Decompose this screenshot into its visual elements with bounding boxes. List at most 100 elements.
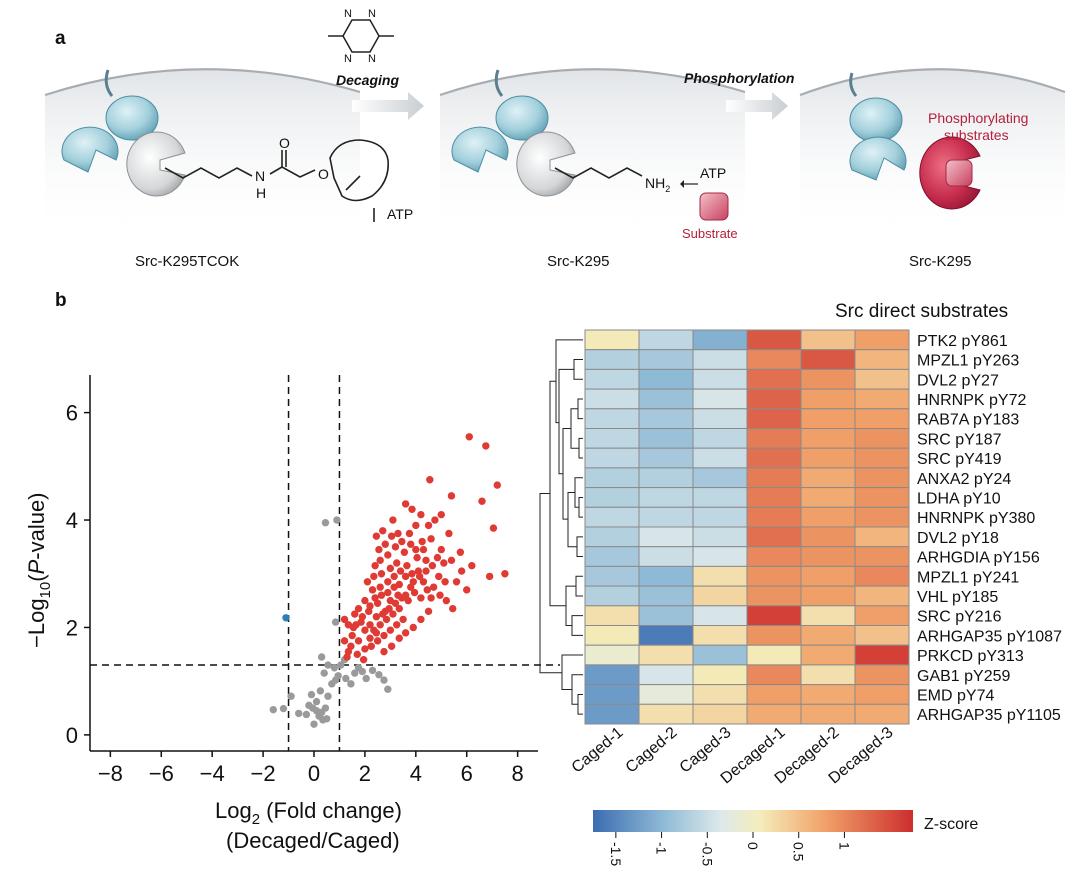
chem-h: H xyxy=(256,185,266,201)
point-not-significant xyxy=(330,664,339,672)
heatmap-col-label: Caged-1 xyxy=(569,724,627,777)
point-not-significant xyxy=(287,692,295,700)
caption-mid: Src-K295 xyxy=(547,253,610,270)
heatmap-cell xyxy=(800,605,856,626)
point-not-significant xyxy=(334,672,342,680)
point-up xyxy=(436,591,444,599)
heatmap-cell xyxy=(746,565,802,587)
heatmap-cell xyxy=(692,644,748,666)
point-up xyxy=(371,561,379,570)
heatmap-row-label: ANXA2 pY24 xyxy=(917,471,1011,488)
tetrazine-n3: N xyxy=(344,53,352,65)
heatmap-cell xyxy=(746,329,802,351)
heatmap-cell xyxy=(692,467,748,489)
heatmap-cell xyxy=(746,447,802,469)
heatmap-cell xyxy=(746,625,802,646)
point-up xyxy=(400,548,409,556)
heatmap-row-label: HNRNPK pY72 xyxy=(917,392,1026,409)
heatmap-cell xyxy=(854,625,910,646)
point-up xyxy=(417,510,425,519)
heatmap-cell xyxy=(638,349,694,370)
point-up xyxy=(401,500,410,508)
heatmap-cell xyxy=(800,684,856,705)
heatmap-cell xyxy=(746,546,802,567)
heatmap-cell xyxy=(746,408,802,429)
x-tick-label: −4 xyxy=(200,761,225,786)
atp-block-label: ATP xyxy=(387,206,413,222)
point-up xyxy=(376,621,384,629)
cell-decaged xyxy=(439,68,746,240)
heatmap-col-label: Caged-2 xyxy=(623,724,681,777)
heatmap-row-label: DVL2 pY18 xyxy=(917,530,999,547)
point-up xyxy=(381,607,389,616)
point-up xyxy=(391,543,400,551)
point-up xyxy=(389,610,397,618)
point-up xyxy=(419,578,428,586)
dendrogram-branch xyxy=(575,575,583,597)
point-up xyxy=(370,572,378,581)
point-not-significant xyxy=(295,709,303,718)
point-not-significant xyxy=(321,704,330,712)
point-up xyxy=(456,548,465,556)
point-up xyxy=(376,556,384,565)
heatmap-cell xyxy=(584,565,640,587)
point-not-significant xyxy=(317,653,326,661)
heatmap-cell xyxy=(638,585,694,607)
point-up xyxy=(405,529,414,538)
y-tick-label: 4 xyxy=(66,508,78,533)
point-up xyxy=(424,521,433,530)
point-not-significant xyxy=(368,666,377,675)
heatmap-cell xyxy=(692,447,748,469)
heatmap-cell xyxy=(854,585,910,607)
point-up xyxy=(361,626,369,634)
dendrogram-branch xyxy=(562,428,571,520)
substrate-box xyxy=(699,192,729,221)
point-up xyxy=(441,578,449,586)
heatmap-row-label: ARHGDIA pY156 xyxy=(917,550,1040,567)
point-up xyxy=(452,578,461,586)
heatmap-cell xyxy=(584,329,640,351)
point-not-significant xyxy=(333,516,341,524)
point-up xyxy=(395,604,403,613)
point-up xyxy=(358,613,367,621)
heatmap-cell xyxy=(800,487,856,508)
chem-nh2: NH2 xyxy=(645,175,670,194)
point-up xyxy=(372,629,381,637)
heatmap-cell xyxy=(800,565,856,587)
colorbar-tick-label: 0 xyxy=(745,842,761,850)
volcano-ylabel: −Log10(P-value) xyxy=(24,492,54,648)
volcano-xlabel: Log2 (Fold change) xyxy=(215,798,402,828)
heatmap-cell xyxy=(746,467,802,489)
tcok-structure xyxy=(164,139,389,222)
heatmap-cell xyxy=(692,349,748,370)
point-up xyxy=(485,572,494,581)
heatmap-cell xyxy=(746,388,802,410)
heatmap-cell xyxy=(854,605,910,626)
point-up xyxy=(426,476,434,484)
heatmap-cell xyxy=(692,487,748,508)
point-up xyxy=(373,599,382,607)
heatmap-cell xyxy=(692,428,748,449)
heatmap-cell xyxy=(746,644,802,666)
point-up xyxy=(361,645,369,653)
point-up xyxy=(419,545,428,554)
point-up xyxy=(386,564,395,573)
heatmap-cell xyxy=(746,703,802,725)
point-not-significant xyxy=(324,692,332,700)
dendrogram-branch xyxy=(576,536,583,558)
heatmap-cell xyxy=(584,526,640,548)
heatmap-row-label: SRC pY187 xyxy=(917,431,1002,448)
point-not-significant xyxy=(320,669,328,677)
point-up xyxy=(422,556,430,565)
heatmap-cell xyxy=(746,506,802,528)
heatmap-title: Src direct substrates xyxy=(835,301,1008,322)
point-up xyxy=(501,570,509,578)
caption-right: Src-K295 xyxy=(909,253,972,270)
heatmap-cell xyxy=(692,526,748,548)
heatmap-cell xyxy=(584,408,640,429)
heatmap-cell xyxy=(584,388,640,410)
point-up xyxy=(482,442,490,450)
heatmap-cell xyxy=(638,625,694,646)
point-up xyxy=(340,637,349,645)
zscore-label: Z-score xyxy=(924,816,978,833)
